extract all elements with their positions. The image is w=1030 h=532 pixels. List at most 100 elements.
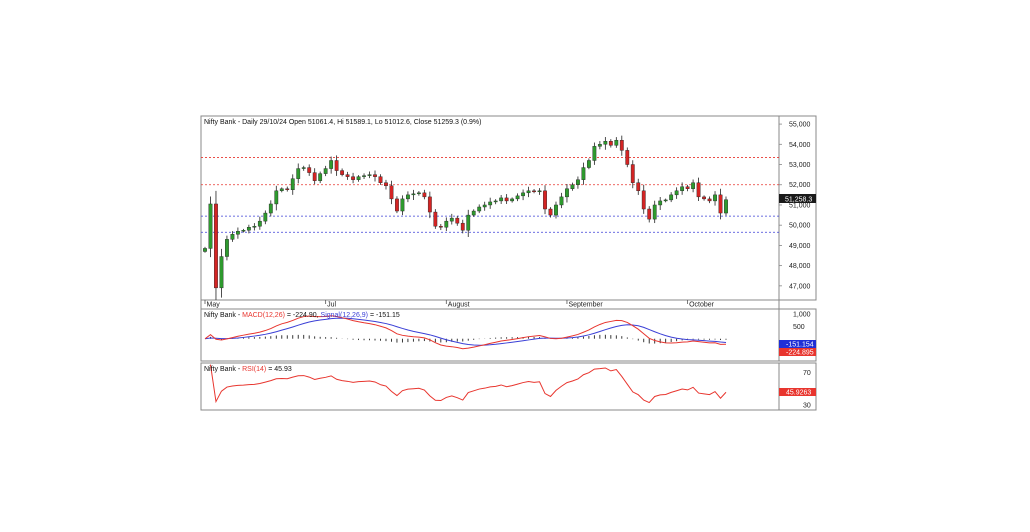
candle — [384, 179, 388, 190]
candle-body — [718, 194, 723, 214]
candle — [406, 191, 410, 203]
candle-body — [576, 179, 580, 185]
candle — [395, 196, 399, 214]
candle-body — [504, 197, 509, 202]
rsi-value-badge — [779, 388, 816, 396]
candle — [460, 219, 465, 234]
candle-body — [378, 176, 383, 183]
macd-title: Nifty Bank - MACD(12,26) = -224.90, Sign… — [204, 312, 400, 319]
candle-body — [471, 210, 476, 216]
candle — [603, 137, 608, 150]
candle-body — [608, 141, 613, 146]
candle — [241, 228, 246, 233]
candle — [504, 194, 509, 204]
candle — [340, 168, 345, 177]
macd-axis: 500 1,000 — [793, 311, 811, 330]
candle — [219, 248, 224, 298]
candle — [296, 163, 301, 184]
month-label: October — [689, 302, 715, 309]
candle — [581, 162, 586, 185]
candle-body — [307, 167, 312, 173]
candle-body — [488, 201, 493, 206]
candle-body — [241, 230, 246, 232]
candle — [236, 227, 240, 239]
candle-body — [318, 173, 323, 181]
price-tick-label: 49,000 — [789, 243, 811, 250]
candle — [685, 184, 690, 192]
price-tick-label: 50,000 — [789, 223, 811, 230]
candle-body — [406, 194, 410, 200]
candle — [499, 194, 504, 204]
candle — [477, 204, 482, 214]
candle — [334, 155, 339, 176]
candle — [592, 142, 597, 165]
candle-body — [652, 204, 657, 220]
candle-body — [416, 192, 421, 195]
macd-tick-label: 500 — [793, 324, 805, 331]
candle-body — [334, 160, 339, 171]
candle-body — [499, 197, 504, 202]
candle-body — [351, 176, 355, 180]
candle — [318, 171, 323, 184]
candle — [257, 216, 262, 230]
candle-body — [422, 192, 427, 198]
candle — [230, 231, 235, 242]
month-label: Jul — [327, 302, 336, 309]
price-tick-label: 52,000 — [789, 182, 811, 189]
candle-body — [274, 190, 279, 205]
candle-body — [515, 195, 520, 200]
price-tick-label: 53,000 — [789, 162, 811, 169]
macd-tick-label: 1,000 — [793, 311, 811, 318]
candle — [493, 199, 498, 205]
rsi-axis-frame — [778, 362, 817, 411]
candle-body — [329, 160, 334, 169]
candle — [680, 182, 685, 195]
candle-body — [641, 190, 646, 210]
candle-body — [554, 204, 558, 216]
candle-body — [548, 208, 553, 216]
candle-body — [685, 186, 690, 189]
candle-body — [674, 190, 679, 196]
candle-body — [636, 182, 641, 192]
support-resistance-lines — [201, 157, 779, 233]
candle — [713, 191, 717, 206]
candle-body — [630, 164, 635, 183]
candle-body — [466, 214, 471, 231]
candle-body — [208, 203, 213, 249]
macd-value-label: -224.895 — [786, 350, 814, 357]
candle — [597, 141, 602, 150]
candle-body — [345, 174, 350, 177]
candle — [208, 196, 213, 258]
macd-title-macd-label: MACD(12,26) — [242, 312, 285, 319]
candlestick-series — [203, 135, 728, 300]
candle-body — [279, 188, 284, 192]
candle-body — [570, 184, 575, 189]
rsi-line — [209, 364, 727, 404]
rsi-tick-label: 70 — [803, 370, 811, 377]
candle — [307, 164, 312, 176]
candle-body — [389, 185, 394, 200]
macd-title-macd-value: = -224.90, — [285, 312, 321, 319]
candle — [225, 235, 229, 261]
candle-body — [285, 188, 290, 191]
candle — [449, 213, 454, 225]
candle — [652, 200, 657, 224]
candle — [614, 137, 619, 148]
candle-body — [592, 146, 597, 161]
candle-body — [543, 190, 547, 210]
price-tick-label: 47,000 — [789, 283, 811, 290]
candle — [422, 189, 427, 200]
candle — [351, 172, 355, 184]
candle — [268, 200, 273, 217]
candle — [674, 187, 679, 199]
candle — [323, 165, 328, 177]
price-tick-label: 51,000 — [789, 202, 811, 209]
price-title: Nifty Bank - Daily 29/10/24 Open 51061.4… — [204, 119, 481, 126]
candle — [482, 201, 487, 211]
candle — [548, 207, 553, 218]
candle-body — [565, 188, 569, 198]
candle-body — [724, 199, 728, 214]
candle-body — [625, 150, 630, 165]
candle — [608, 139, 613, 148]
candle-body — [532, 190, 536, 193]
